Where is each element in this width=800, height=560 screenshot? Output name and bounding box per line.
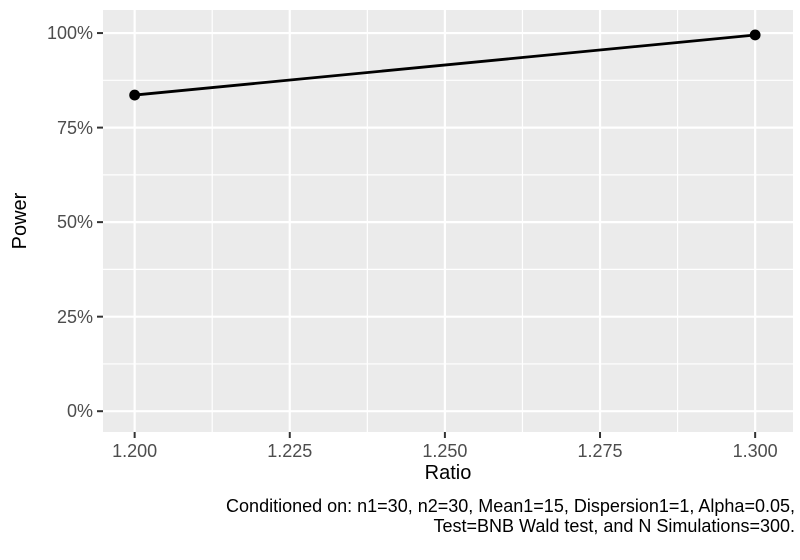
x-tick-label: 1.300 [732,441,778,461]
x-tick-label: 1.250 [422,441,468,461]
y-tick-label: 0% [66,401,93,422]
y-tick-label: 25% [56,306,93,327]
y-tick-label: 50% [56,212,93,233]
caption-line-1: Conditioned on: n1=30, n2=30, Mean1=15, … [226,496,795,516]
y-tick-label: 75% [56,117,93,138]
x-tick-label: 1.200 [112,441,158,461]
x-tick-label: 1.275 [577,441,623,461]
chart-caption: Conditioned on: n1=30, n2=30, Mean1=15, … [226,496,795,536]
caption-line-2: Test=BNB Wald test, and N Simulations=30… [433,515,795,536]
series-line [133,33,757,97]
data-point [749,29,761,41]
x-axis-title: Ratio [424,462,472,484]
x-tick-label: 1.225 [267,441,313,461]
y-tick-label: 100% [46,23,93,44]
y-axis-title: Power [9,192,31,250]
data-point [129,89,141,101]
